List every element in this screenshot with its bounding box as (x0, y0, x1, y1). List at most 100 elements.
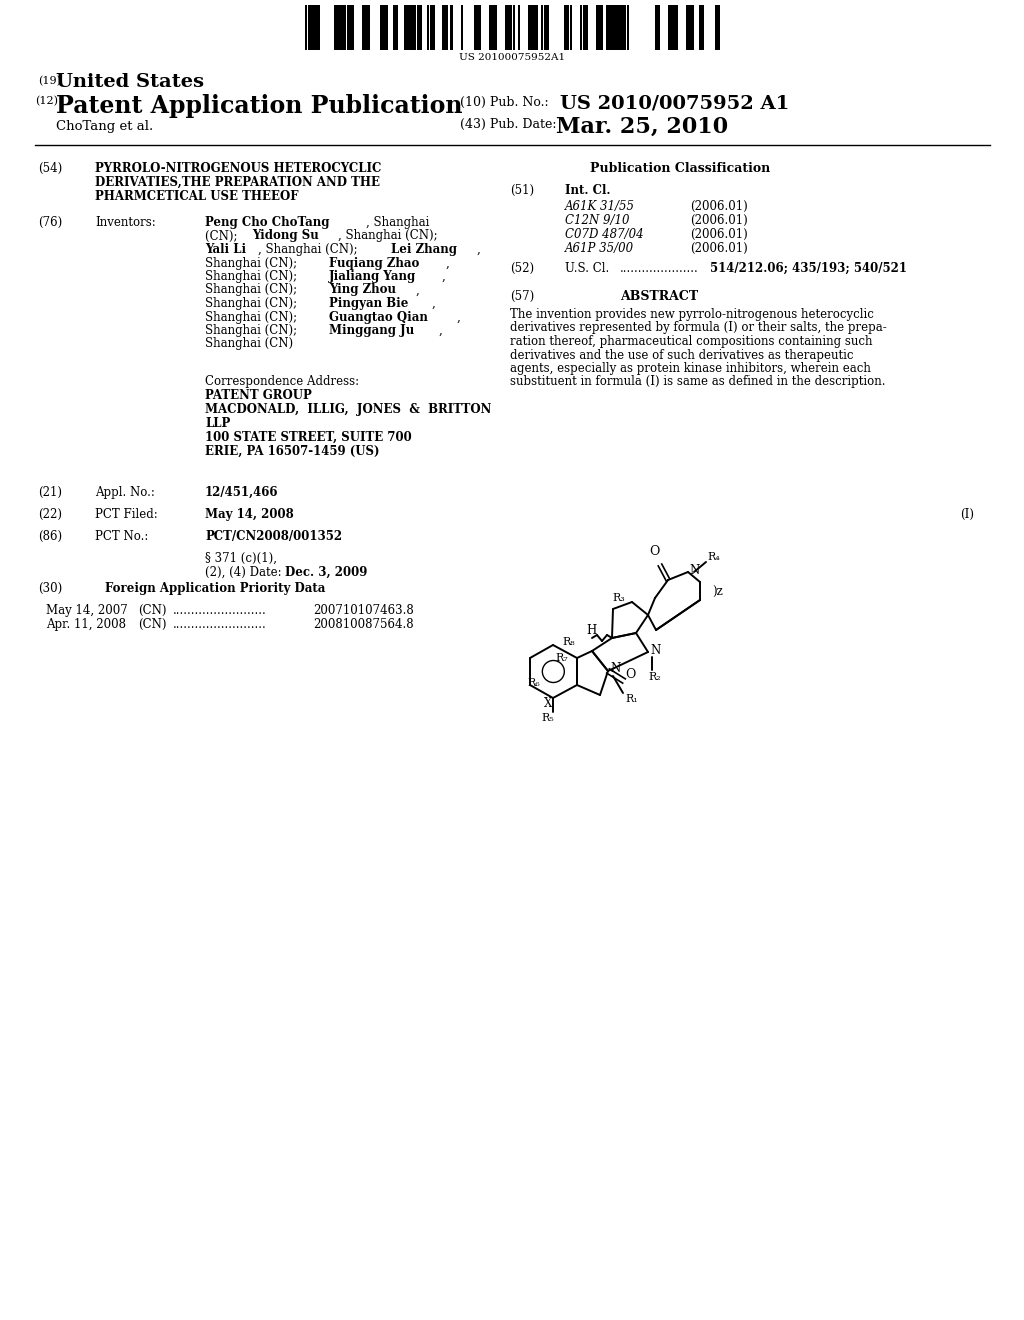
Bar (510, 5, 512, 50)
Text: , Shanghai: , Shanghai (366, 216, 429, 228)
Bar (385, 5, 388, 50)
Text: O: O (649, 545, 659, 558)
Text: substituent in formula (I) is same as defined in the description.: substituent in formula (I) is same as de… (510, 375, 886, 388)
Text: (30): (30) (38, 582, 62, 595)
Text: (2), (4) Date:: (2), (4) Date: (205, 566, 282, 579)
Bar (495, 5, 497, 50)
Text: (52): (52) (510, 261, 535, 275)
Text: May 14, 2008: May 14, 2008 (205, 508, 294, 521)
Bar (349, 5, 351, 50)
Bar (505, 5, 507, 50)
Text: PCT/CN2008/001352: PCT/CN2008/001352 (205, 531, 342, 543)
Bar (544, 5, 546, 50)
Text: Shanghai (CN);: Shanghai (CN); (205, 284, 301, 297)
Bar (567, 5, 569, 50)
Bar (512, 5, 515, 50)
Bar (368, 5, 370, 50)
Bar (624, 5, 627, 50)
Bar (598, 5, 600, 50)
Bar (344, 5, 346, 50)
Text: agents, especially as protein kinase inhibitors, wherein each: agents, especially as protein kinase inh… (510, 362, 870, 375)
Text: ABSTRACT: ABSTRACT (620, 290, 698, 304)
Text: ,: , (415, 284, 419, 297)
Text: Peng Cho ChoTang: Peng Cho ChoTang (205, 216, 330, 228)
Bar (518, 5, 520, 50)
Bar (305, 5, 307, 50)
Text: Shanghai (CN);: Shanghai (CN); (205, 310, 301, 323)
Text: Fuqiang Zhao: Fuqiang Zhao (329, 256, 419, 269)
Text: R₆: R₆ (527, 678, 540, 688)
Text: derivatives and the use of such derivatives as therapeutic: derivatives and the use of such derivati… (510, 348, 853, 362)
Text: ration thereof, pharmaceutical compositions containing such: ration thereof, pharmaceutical compositi… (510, 335, 872, 348)
Bar (534, 5, 536, 50)
Bar (479, 5, 481, 50)
Text: (21): (21) (38, 486, 62, 499)
Bar (564, 5, 567, 50)
Text: Shanghai (CN);: Shanghai (CN); (205, 271, 301, 282)
Bar (528, 5, 530, 50)
Text: MACDONALD,  ILLIG,  JONES  &  BRITTON: MACDONALD, ILLIG, JONES & BRITTON (205, 403, 492, 416)
Bar (419, 5, 422, 50)
Text: derivatives represented by formula (I) or their salts, the prepa-: derivatives represented by formula (I) o… (510, 322, 887, 334)
Text: Ying Zhou: Ying Zhou (329, 284, 395, 297)
Bar (622, 5, 624, 50)
Text: 100 STATE STREET, SUITE 700: 100 STATE STREET, SUITE 700 (205, 432, 412, 444)
Bar (334, 5, 336, 50)
Bar (655, 5, 657, 50)
Text: Int. Cl.: Int. Cl. (565, 183, 610, 197)
Text: Minggang Ju: Minggang Ju (329, 323, 414, 337)
Text: N: N (689, 565, 699, 578)
Bar (608, 5, 611, 50)
Bar (686, 5, 689, 50)
Bar (442, 5, 445, 50)
Text: (51): (51) (510, 183, 535, 197)
Bar (569, 5, 572, 50)
Bar (674, 5, 676, 50)
Text: , Shanghai (CN);: , Shanghai (CN); (338, 230, 437, 243)
Text: (2006.01): (2006.01) (690, 242, 748, 255)
Text: R₂: R₂ (648, 672, 660, 682)
Bar (307, 5, 310, 50)
Text: U.S. Cl.: U.S. Cl. (565, 261, 609, 275)
Bar (412, 5, 414, 50)
Bar (596, 5, 598, 50)
Bar (701, 5, 705, 50)
Bar (451, 5, 453, 50)
Text: A61K 31/55: A61K 31/55 (565, 201, 635, 213)
Bar (536, 5, 539, 50)
Text: C12N 9/10: C12N 9/10 (565, 214, 630, 227)
Bar (618, 5, 622, 50)
Bar (339, 5, 341, 50)
Bar (489, 5, 492, 50)
Bar (492, 5, 495, 50)
Text: (CN);: (CN); (205, 230, 242, 243)
Bar (616, 5, 618, 50)
Bar (383, 5, 385, 50)
Text: C07D 487/04: C07D 487/04 (565, 228, 644, 242)
Text: (43) Pub. Date:: (43) Pub. Date: (460, 117, 556, 131)
Bar (310, 5, 312, 50)
Text: PCT No.:: PCT No.: (95, 531, 148, 543)
Text: (54): (54) (38, 162, 62, 176)
Bar (718, 5, 720, 50)
Bar (429, 5, 432, 50)
Text: Yali Li: Yali Li (205, 243, 246, 256)
Bar (699, 5, 701, 50)
Bar (676, 5, 678, 50)
Text: (CN): (CN) (138, 605, 167, 616)
Bar (611, 5, 613, 50)
Bar (362, 5, 365, 50)
Bar (580, 5, 583, 50)
Bar (365, 5, 368, 50)
Text: PHARMCETICAL USE THEEOF: PHARMCETICAL USE THEEOF (95, 190, 299, 203)
Text: United States: United States (56, 73, 204, 91)
Text: Shanghai (CN);: Shanghai (CN); (205, 297, 301, 310)
Text: R₈: R₈ (562, 638, 575, 647)
Bar (346, 5, 349, 50)
Bar (689, 5, 691, 50)
Text: Jialiang Yang: Jialiang Yang (329, 271, 416, 282)
Bar (461, 5, 463, 50)
Text: ,: , (431, 297, 435, 310)
Text: , Shanghai (CN);: , Shanghai (CN); (258, 243, 361, 256)
Text: (57): (57) (510, 290, 535, 304)
